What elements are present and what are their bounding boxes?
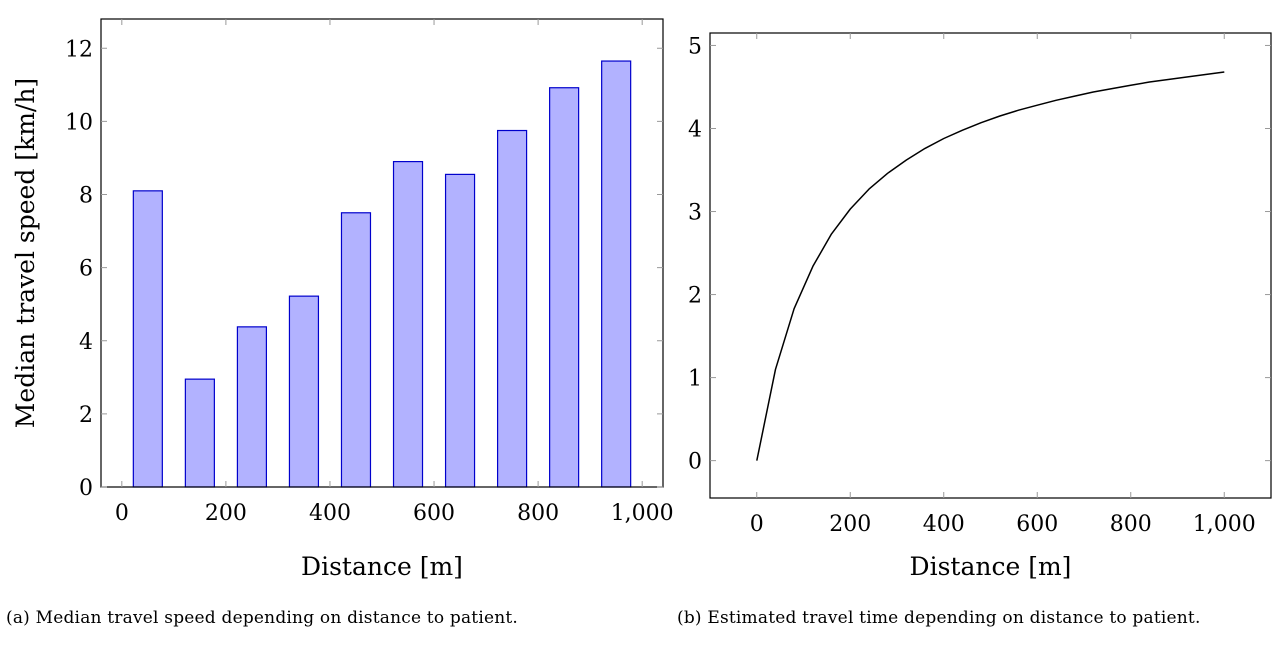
x-tick-label-a-4: 800	[517, 501, 559, 526]
x-tick-label-b-5: 1,000	[1193, 512, 1256, 537]
y-tick-label-a-5: 10	[65, 110, 93, 135]
bar-4	[340, 212, 372, 488]
x-tick-label-b-3: 600	[1016, 512, 1058, 537]
y-tick-label-b-0: 0	[688, 450, 702, 475]
x-tick-label-a-5: 1,000	[611, 501, 674, 526]
x-tick-label-b-1: 200	[829, 512, 871, 537]
x-tick-label-a-1: 200	[205, 501, 247, 526]
bar-7	[496, 129, 528, 488]
caption-b: (b) Estimated travel time depending on d…	[677, 608, 1201, 628]
y-tick-label-a-1: 2	[79, 403, 93, 428]
x-tick-label-b-2: 400	[923, 512, 965, 537]
y-tick-label-a-4: 8	[79, 184, 93, 209]
x-tick-label-a-3: 600	[413, 501, 455, 526]
bar-1	[184, 378, 215, 488]
bar-2	[236, 326, 268, 488]
y-tick-label-b-5: 5	[688, 34, 702, 59]
y-tick-label-a-6: 12	[65, 37, 93, 62]
series-line	[756, 71, 1225, 461]
y-tick-label-b-2: 2	[688, 284, 702, 309]
y-axis-label-a: Median travel speed [km/h]	[11, 78, 40, 428]
bar-5	[392, 160, 424, 488]
y-tick-label-b-4: 4	[688, 117, 702, 142]
x-axis-label-b: Distance [m]	[910, 552, 1072, 581]
plot-frame-a	[100, 18, 664, 488]
plot-frame-b	[709, 32, 1272, 499]
bar-9	[601, 60, 632, 488]
y-tick-label-b-3: 3	[688, 201, 702, 226]
bar-8	[549, 87, 580, 488]
x-axis-label-a: Distance [m]	[301, 552, 463, 581]
bar-3	[288, 295, 320, 488]
caption-a: (a) Median travel speed depending on dis…	[6, 608, 519, 628]
bar-6	[444, 173, 476, 488]
x-tick-label-a-2: 400	[309, 501, 351, 526]
y-tick-label-b-1: 1	[688, 367, 702, 392]
y-tick-label-a-0: 0	[79, 476, 93, 501]
y-tick-label-a-2: 4	[79, 330, 93, 355]
x-tick-label-b-0: 0	[750, 512, 764, 537]
y-tick-label-a-3: 6	[79, 257, 93, 282]
x-tick-label-a-0: 0	[115, 501, 129, 526]
bar-0	[132, 190, 163, 488]
x-tick-label-b-4: 800	[1110, 512, 1152, 537]
